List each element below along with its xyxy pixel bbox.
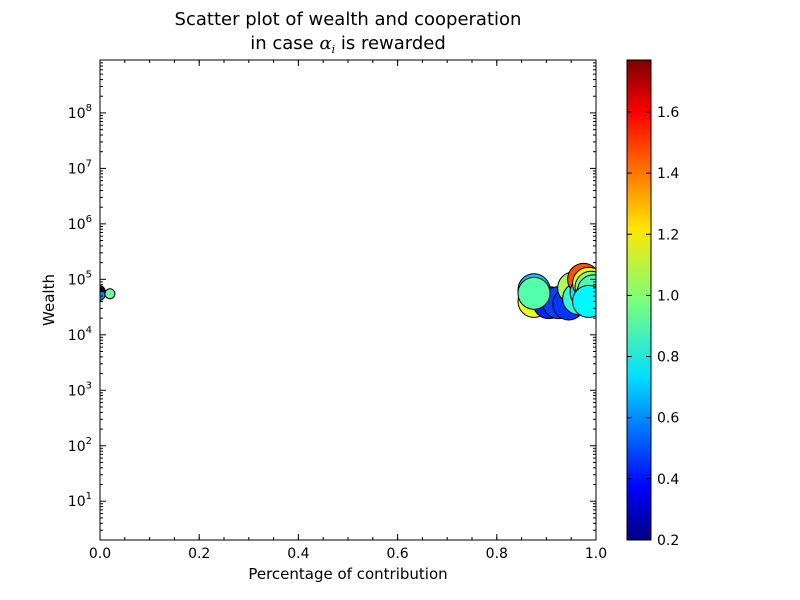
title-symbol: α <box>319 33 331 54</box>
x-tick-label: 0.8 <box>486 546 508 562</box>
y-tick-label: 103 <box>68 380 92 399</box>
plot-area <box>100 60 596 540</box>
title-suffix: is rewarded <box>335 33 446 54</box>
scatter-point <box>104 288 116 300</box>
x-tick-label: 0.0 <box>89 546 111 562</box>
x-axis: 0.0 0.2 0.4 0.6 0.8 1.0 <box>89 60 607 562</box>
y-tick-label: 102 <box>68 436 92 455</box>
colorbar-ticks: 0.2 0.4 0.6 0.8 1.0 1.2 1.4 1.6 <box>627 105 679 549</box>
chart-title-line2: in case αi is rewarded <box>250 33 446 56</box>
y-tick-label: 106 <box>68 214 92 233</box>
colorbar-tick-label: 1.0 <box>657 288 679 304</box>
y-tick-label: 105 <box>68 269 92 288</box>
y-tick-label: 101 <box>68 491 92 510</box>
y-tick-label: 107 <box>68 158 92 177</box>
x-tick-label: 1.0 <box>585 546 607 562</box>
x-axis-label: Percentage of contribution <box>248 565 447 583</box>
title-prefix: in case <box>250 33 319 54</box>
colorbar-tick-label: 0.6 <box>657 411 679 427</box>
x-tick-label: 0.2 <box>188 546 210 562</box>
y-tick-label: 104 <box>68 325 92 344</box>
x-tick-label: 0.4 <box>287 546 309 562</box>
colorbar-tick-label: 1.6 <box>657 105 679 121</box>
y-axis-label: Wealth <box>40 274 58 326</box>
x-tick-label: 0.6 <box>386 546 408 562</box>
colorbar-tick-label: 1.2 <box>657 227 679 243</box>
scatter-point <box>572 284 596 318</box>
title-symbol-subscript: i <box>332 43 336 56</box>
colorbar-tick-label: 0.8 <box>657 350 679 366</box>
scatter-point <box>517 276 551 310</box>
y-tick-label: 108 <box>68 103 92 122</box>
y-axis: 101 102 103 104 105 106 107 108 <box>68 59 596 541</box>
colorbar-tick-label: 0.2 <box>657 533 679 549</box>
points-layer <box>100 262 596 321</box>
colorbar-tick-label: 1.4 <box>657 166 679 182</box>
chart-title-line1: Scatter plot of wealth and cooperation <box>175 9 522 30</box>
colorbar-tick-label: 0.4 <box>657 472 679 488</box>
colorbar <box>626 59 652 541</box>
